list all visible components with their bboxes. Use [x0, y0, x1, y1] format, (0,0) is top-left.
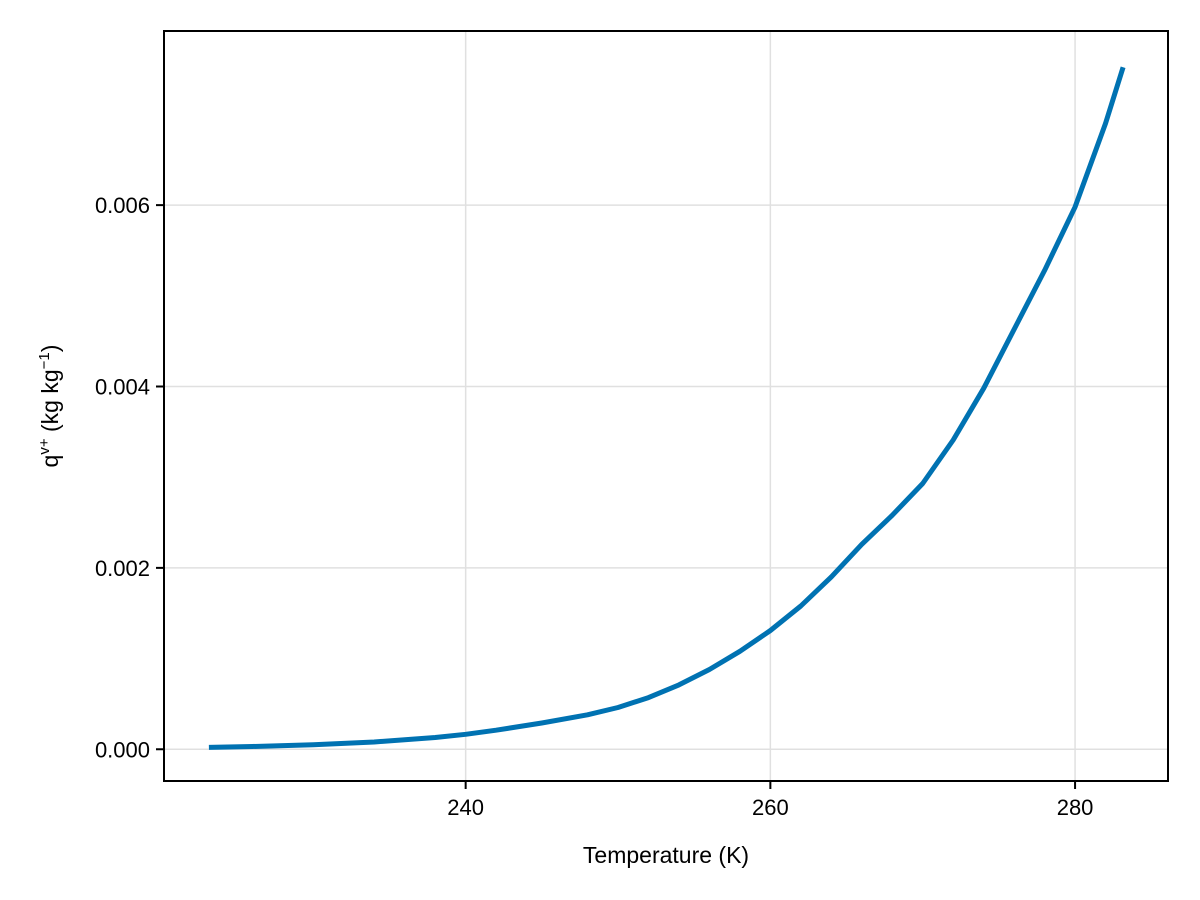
series-line: [208, 66, 1126, 750]
y-tick-label: 0.004: [95, 375, 150, 400]
x-axis-label: Temperature (K): [583, 842, 749, 868]
y-axis-ticks: 0.000 0.002 0.004 0.006: [95, 193, 164, 762]
y-tick-label: 0.006: [95, 193, 150, 218]
plot-frame: [163, 30, 1169, 782]
data-series: [208, 66, 1126, 750]
y-axis-label: qv+ (kg kg−1): [36, 345, 63, 468]
x-axis-ticks: 240 260 280: [447, 781, 1093, 820]
x-tick-label: 260: [752, 795, 789, 820]
x-tick-label: 240: [447, 795, 484, 820]
y-tick-label: 0.002: [95, 556, 150, 581]
y-tick-label: 0.000: [95, 737, 150, 762]
x-tick-label: 280: [1057, 795, 1094, 820]
grid-lines: [164, 31, 1168, 781]
